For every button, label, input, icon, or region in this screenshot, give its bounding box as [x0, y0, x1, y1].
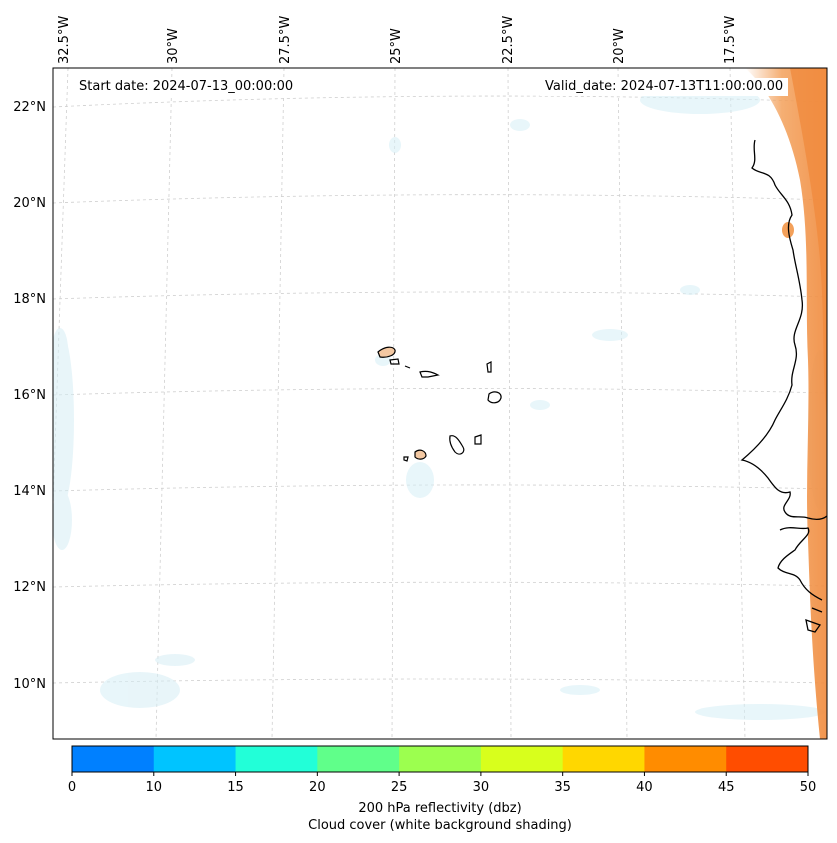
- lat-label: 16°N: [13, 388, 46, 403]
- longitude-labels: 32.5°W 30°W 27.5°W 25°W 22.5°W 20°W 17.5…: [57, 16, 738, 64]
- lon-label: 25°W: [389, 28, 404, 64]
- colorbar-segment: [399, 746, 482, 772]
- colorbar-tick-label: 40: [636, 780, 653, 795]
- colorbar-sublabel: Cloud cover (white background shading): [308, 818, 572, 833]
- colorbar-segment: [72, 746, 155, 772]
- island-santa-luzia: [404, 365, 411, 369]
- cabo-verde-islands: [377, 346, 502, 462]
- lon-label: 17.5°W: [723, 16, 738, 64]
- island-santo-antao: [377, 346, 396, 358]
- lon-label: 20°W: [612, 28, 627, 64]
- lon-label: 27.5°W: [278, 16, 293, 64]
- island-sal: [486, 361, 492, 373]
- island-sao-nicolau: [419, 370, 440, 378]
- island-brava: [403, 456, 409, 462]
- coastline: [740, 139, 827, 633]
- colorbar-segment: [644, 746, 727, 772]
- lat-label: 12°N: [13, 580, 46, 595]
- lat-label: 10°N: [13, 677, 46, 692]
- lat-label: 18°N: [13, 292, 46, 307]
- colorbar-segment: [562, 746, 645, 772]
- colorbar-tick-label: 0: [68, 780, 76, 795]
- colorbar-tick-label: 15: [227, 780, 244, 795]
- colorbar-frame: [71, 745, 809, 773]
- colorbar-segment: [317, 746, 400, 772]
- colorbar-tick-label: 10: [146, 780, 163, 795]
- colorbar-segment: [153, 746, 237, 772]
- colorbar-tick-label: 30: [473, 780, 490, 795]
- colorbar-tick-label: 45: [718, 780, 735, 795]
- lon-label: 30°W: [166, 28, 181, 64]
- colorbar-segment: [480, 746, 564, 772]
- map-background: [53, 68, 827, 739]
- island-sao-vicente: [389, 358, 400, 365]
- latitude-labels: 22°N 20°N 18°N 16°N 14°N 12°N 10°N: [13, 100, 46, 692]
- colorbar: 0 10 15 20 25 30 35 40 45 50: [68, 745, 817, 795]
- lon-label: 22.5°W: [501, 16, 516, 64]
- start-date-label: Start date: 2024-07-13_00:00:00: [74, 78, 299, 96]
- lat-label: 14°N: [13, 484, 46, 499]
- colorbar-tick-label: 20: [309, 780, 326, 795]
- valid-date-label: Valid_date: 2024-07-13T11:00:00.00: [540, 78, 789, 96]
- lat-label: 20°N: [13, 196, 46, 211]
- lat-label: 22°N: [13, 100, 46, 115]
- colorbar-tick-label: 25: [391, 780, 408, 795]
- colorbar-tick-label: 50: [800, 780, 817, 795]
- island-santiago: [449, 435, 465, 455]
- island-boa-vista: [487, 391, 502, 404]
- colorbar-tick-label: 35: [554, 780, 571, 795]
- colorbar-label: 200 hPa reflectivity (dbz): [358, 801, 522, 816]
- colorbar-segment: [235, 746, 318, 772]
- map-frame: [52, 67, 828, 740]
- island-maio: [474, 434, 482, 445]
- island-fogo: [414, 449, 427, 460]
- colorbar-segment: [726, 746, 809, 772]
- lon-label: 32.5°W: [57, 16, 72, 64]
